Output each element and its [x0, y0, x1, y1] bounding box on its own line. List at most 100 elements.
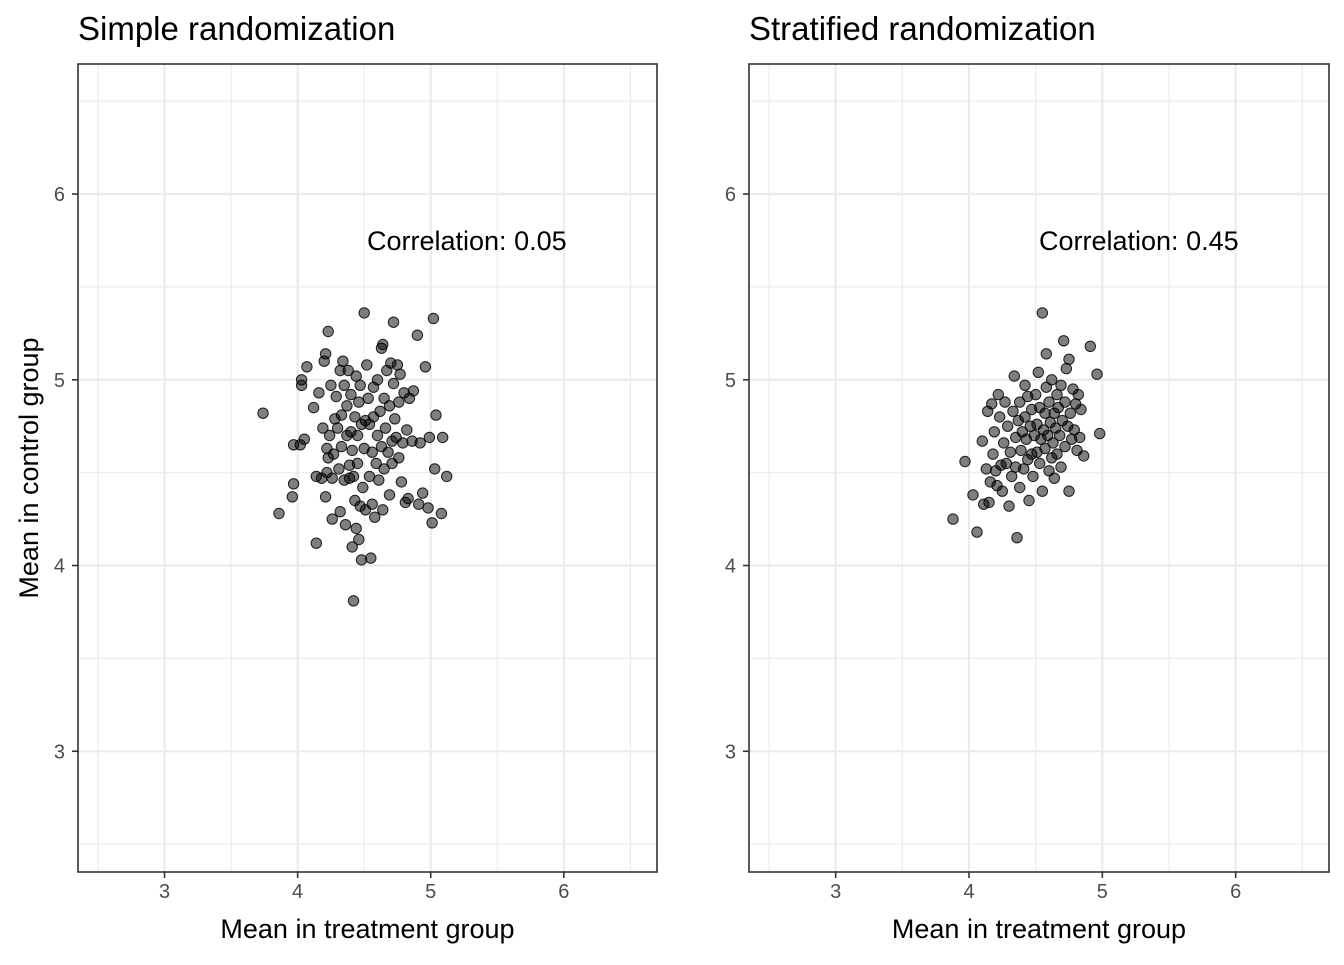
x-tick-label: 6 — [1230, 881, 1241, 903]
data-point — [983, 496, 995, 509]
data-point — [351, 429, 364, 442]
data-point — [326, 472, 338, 484]
data-point — [346, 541, 358, 553]
x-tick-label: 3 — [830, 881, 841, 903]
data-point — [383, 489, 396, 501]
data-point — [1063, 353, 1075, 365]
data-point — [393, 396, 405, 408]
data-point — [379, 422, 392, 434]
data-point — [333, 463, 345, 475]
data-point — [1011, 532, 1023, 544]
data-point — [1023, 494, 1035, 507]
panel-border — [748, 63, 1330, 873]
data-point — [387, 316, 400, 328]
data-point — [419, 361, 432, 373]
data-point — [350, 522, 362, 535]
data-point — [257, 407, 269, 419]
data-point — [429, 463, 441, 475]
data-point — [986, 398, 998, 410]
data-point — [1039, 442, 1051, 455]
panel-title: Stratified randomization — [749, 10, 1096, 47]
data-point — [1036, 307, 1049, 319]
data-point — [1019, 379, 1031, 391]
data-point — [366, 498, 378, 510]
x-tick-label: 3 — [159, 881, 170, 903]
data-point — [1014, 481, 1026, 494]
data-point — [1030, 388, 1042, 401]
data-point — [976, 435, 988, 447]
data-point — [353, 396, 365, 408]
data-point — [435, 507, 448, 520]
data-point — [1055, 461, 1067, 473]
panel-border — [77, 63, 658, 873]
data-point — [377, 504, 389, 516]
data-point — [349, 411, 361, 423]
y-tick-label: 6 — [54, 184, 65, 206]
y-tick-label: 3 — [725, 741, 736, 763]
data-point — [346, 444, 358, 457]
data-point — [413, 498, 425, 510]
data-point — [326, 513, 338, 525]
y-tick-label: 4 — [725, 556, 736, 578]
data-point — [423, 431, 436, 444]
data-point — [319, 348, 332, 360]
data-point — [1063, 485, 1075, 497]
axis-ticks: 3 4 5 6 3 4 5 6 — [54, 184, 570, 903]
data-point — [307, 401, 320, 414]
data-point — [366, 446, 378, 458]
data-point — [1051, 448, 1063, 460]
data-point — [1014, 396, 1026, 408]
data-point — [1058, 335, 1070, 347]
data-point — [417, 487, 429, 499]
data-point — [287, 478, 300, 490]
x-axis-title: Mean in treatment group — [220, 914, 514, 944]
data-point — [391, 359, 404, 371]
data-point — [1019, 411, 1031, 423]
data-point — [365, 552, 377, 564]
data-point — [374, 405, 386, 417]
y-tick-label: 5 — [54, 370, 65, 392]
data-point — [1059, 396, 1071, 408]
data-point — [441, 470, 453, 483]
data-point — [273, 507, 285, 520]
data-point — [361, 359, 373, 371]
data-point — [330, 390, 342, 403]
data-point — [286, 491, 298, 503]
data-point — [1074, 431, 1086, 444]
data-point — [342, 364, 354, 377]
data-point — [1004, 446, 1016, 458]
data-point — [1051, 388, 1063, 401]
data-point — [1047, 437, 1059, 449]
data-point — [394, 368, 406, 380]
data-point — [327, 448, 340, 460]
data-point — [325, 379, 337, 391]
data-point — [377, 338, 389, 351]
data-point — [414, 437, 426, 449]
data-point — [319, 491, 332, 503]
data-point — [301, 361, 313, 373]
x-tick-label: 4 — [963, 881, 974, 903]
data-point — [389, 413, 401, 425]
data-point — [1054, 429, 1066, 442]
data-point — [355, 554, 368, 566]
data-point — [1046, 374, 1058, 386]
x-tick-label: 5 — [1097, 881, 1108, 903]
data-point — [422, 502, 434, 514]
data-point — [373, 474, 385, 486]
data-point — [1008, 370, 1020, 382]
data-point — [1091, 368, 1103, 380]
y-tick-label: 4 — [54, 556, 65, 578]
data-point — [337, 355, 349, 367]
grid-lines — [749, 64, 1329, 872]
data-point — [1018, 463, 1030, 475]
data-point — [357, 481, 369, 494]
data-point — [345, 388, 357, 401]
correlation-annotation: Correlation: 0.05 — [367, 226, 567, 256]
data-point — [338, 379, 350, 391]
data-point — [295, 374, 308, 386]
data-point — [437, 431, 449, 444]
data-point — [382, 446, 394, 458]
grid-lines — [78, 64, 657, 872]
data-point — [1094, 427, 1106, 440]
